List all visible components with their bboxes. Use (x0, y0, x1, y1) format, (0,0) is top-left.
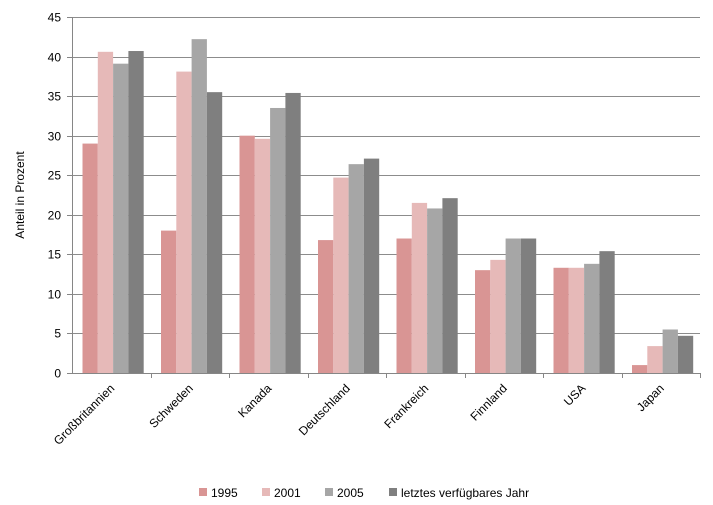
bar (128, 51, 144, 374)
bar (553, 267, 569, 373)
legend-item: 2005 (325, 486, 364, 500)
legend-item: letztes verfügbares Jahr (389, 486, 529, 500)
x-tick-label: Großbritannien (51, 381, 118, 448)
bar (632, 365, 648, 373)
x-tick-label: Finnland (467, 381, 509, 423)
y-tick-label: 40 (48, 51, 62, 65)
bar (318, 240, 334, 373)
bar (396, 238, 412, 373)
y-tick-label: 35 (48, 90, 62, 104)
bar (520, 238, 537, 373)
bar (191, 39, 207, 373)
bar (490, 259, 506, 373)
legend-label: 2005 (337, 486, 364, 500)
bars (82, 39, 694, 374)
x-tick-label: USA (561, 381, 588, 408)
bar (363, 158, 380, 373)
x-tick-label: Kanada (235, 381, 274, 420)
x-tick-label: Schweden (146, 381, 196, 431)
legend-swatch (199, 488, 207, 496)
bar (505, 238, 521, 373)
y-tick-labels: 0 5 10 15 20 25 30 35 40 45 (48, 11, 62, 381)
bar (97, 51, 114, 373)
bar (82, 143, 98, 373)
legend-label: letztes verfügbares Jahr (401, 486, 529, 500)
y-tick-label: 15 (48, 248, 62, 262)
x-tick-labels: Großbritannien Schweden Kanada Deutschland F… (51, 381, 667, 448)
bar (254, 138, 271, 373)
x-tick-label: Frankreich (381, 381, 431, 431)
legend-swatch (325, 488, 333, 496)
axes (67, 17, 701, 378)
bar (584, 263, 600, 373)
bar (161, 230, 177, 373)
bar (176, 71, 192, 373)
bar (270, 107, 286, 373)
bar (411, 202, 428, 373)
bar (427, 208, 443, 373)
bar (568, 267, 585, 373)
legend-item: 2001 (262, 486, 301, 500)
y-axis-title: Anteil in Prozent (13, 151, 27, 239)
bar (442, 198, 458, 373)
y-tick-label: 20 (48, 209, 62, 223)
bar (599, 251, 615, 373)
y-tick-label: 25 (48, 169, 62, 183)
bar (647, 346, 663, 373)
bar (239, 135, 255, 373)
legend-swatch (389, 488, 397, 496)
y-tick-label: 30 (48, 130, 62, 144)
bar (677, 335, 694, 373)
legend-label: 2001 (274, 486, 301, 500)
legend: 1995 2001 2005 letztes verfügbares Jahr (199, 486, 529, 500)
bar (348, 164, 364, 373)
y-tick-label: 45 (48, 11, 62, 25)
legend-item: 1995 (199, 486, 238, 500)
y-tick-label: 0 (54, 367, 61, 381)
y-tick-label: 5 (54, 327, 61, 341)
legend-swatch (262, 488, 270, 496)
x-tick-label: Japan (634, 381, 667, 414)
y-tick-label: 10 (48, 288, 62, 302)
bar (662, 329, 678, 373)
bar (475, 270, 491, 373)
bar (333, 177, 349, 373)
x-tick-label: Deutschland (296, 381, 353, 438)
legend-label: 1995 (211, 486, 238, 500)
bar (285, 92, 301, 374)
bar (206, 92, 223, 374)
bar (113, 63, 129, 373)
